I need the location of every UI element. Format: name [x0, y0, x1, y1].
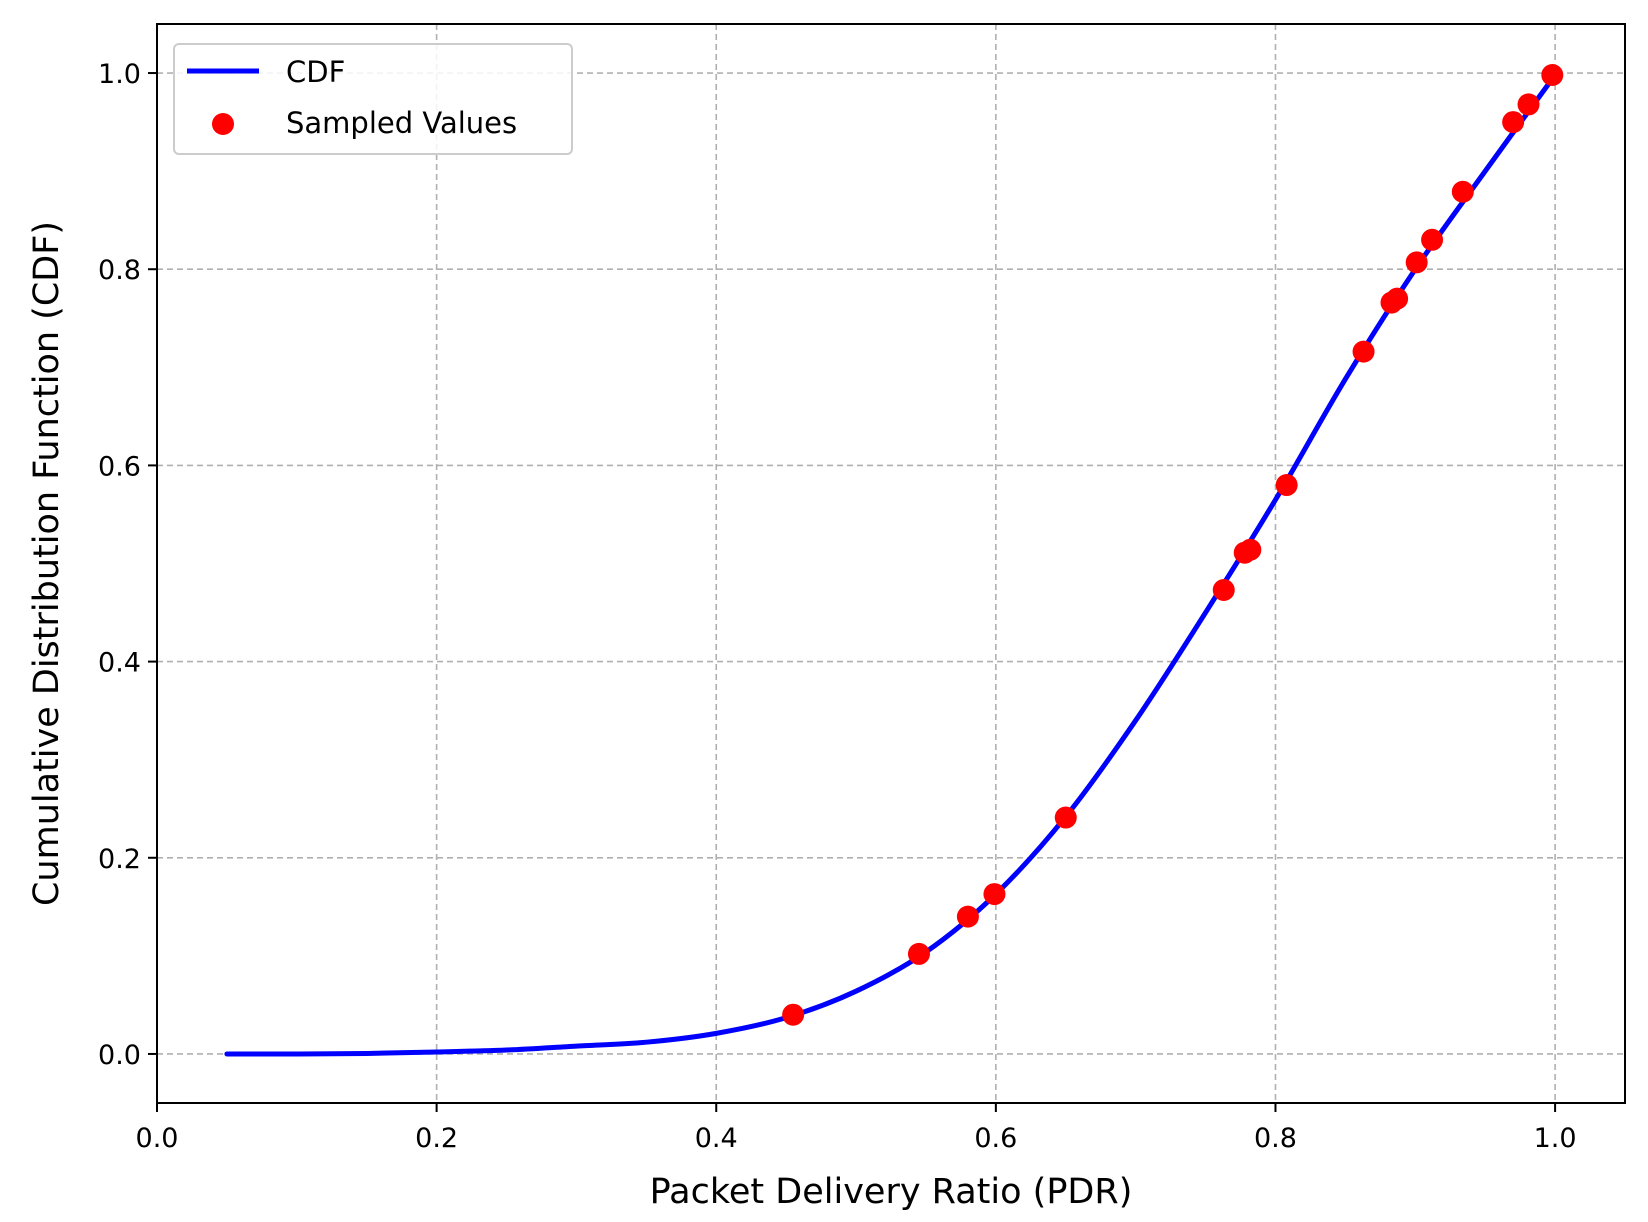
x-tick-label: 0.2	[415, 1123, 458, 1154]
legend-marker-swatch	[212, 113, 234, 135]
sampled-point	[1212, 578, 1235, 601]
axes-frame	[156, 23, 1626, 1104]
y-tick-label: 0.0	[98, 1040, 141, 1071]
sampled-point	[1386, 287, 1409, 310]
y-tick-label: 0.6	[98, 451, 141, 482]
y-tick-labels: 0.0 0.2 0.4 0.6 0.8 1.0	[98, 59, 141, 1071]
x-tick-label: 0.4	[695, 1123, 738, 1154]
sampled-point	[1451, 180, 1474, 203]
cdf-line	[224, 72, 1558, 1057]
y-tick-label: 1.0	[98, 59, 141, 90]
legend-label-sampled: Sampled Values	[286, 106, 517, 140]
legend: CDF Sampled Values	[173, 43, 573, 155]
legend-box	[173, 43, 573, 155]
sampled-point	[782, 1003, 805, 1026]
y-axis-label: Cumulative Distribution Function (CDF)	[27, 221, 67, 906]
sampled-point	[1541, 64, 1564, 87]
x-axis-label: Packet Delivery Ratio (PDR)	[650, 1172, 1133, 1212]
sampled-point	[1517, 93, 1540, 116]
sampled-point	[983, 883, 1006, 906]
legend-label-cdf: CDF	[286, 55, 345, 89]
sampled-point	[907, 942, 930, 965]
x-tick-label: 0.6	[974, 1123, 1017, 1154]
y-tick-label: 0.2	[98, 844, 141, 875]
plot-area	[224, 64, 1564, 1057]
y-tick-label: 0.4	[98, 648, 141, 679]
tick-marks	[148, 72, 1557, 1112]
sampled-point	[1275, 474, 1298, 497]
x-tick-label: 0.0	[136, 1123, 179, 1154]
x-tick-label: 1.0	[1534, 1123, 1577, 1154]
sampled-point	[1421, 228, 1444, 251]
sampled-point	[1405, 251, 1428, 274]
sampled-point	[956, 905, 979, 928]
sampled-point	[1054, 806, 1077, 829]
y-tick-label: 0.8	[98, 255, 141, 286]
x-tick-labels: 0.0 0.2 0.4 0.6 0.8 1.0	[136, 1123, 1577, 1154]
sampled-point	[1352, 340, 1375, 363]
x-tick-label: 0.8	[1254, 1123, 1297, 1154]
sampled-point	[1239, 538, 1262, 561]
sampled-point	[1502, 111, 1525, 134]
